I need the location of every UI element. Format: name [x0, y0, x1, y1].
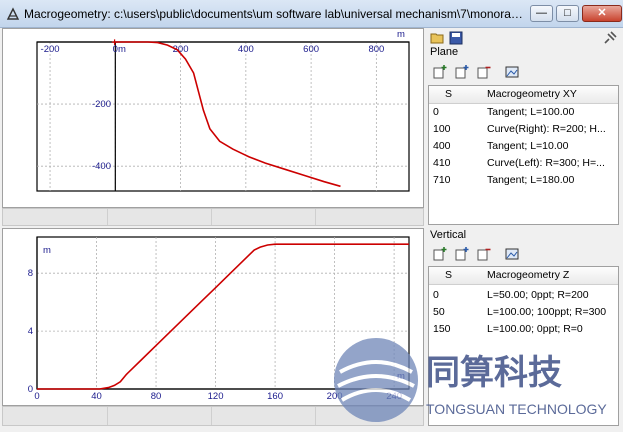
row-s: 410 [433, 157, 451, 169]
delete-element-icon[interactable] [476, 246, 492, 262]
x-tick-label: 120 [208, 391, 224, 402]
row-s: 400 [433, 140, 451, 152]
plot-frame [36, 236, 410, 390]
row-desc: L=100.00; 100ppt; R=300 [487, 306, 607, 318]
plane-status-strip [2, 208, 424, 226]
row-desc: L=50.00; 0ppt; R=200 [487, 289, 589, 301]
delete-element-icon[interactable] [476, 64, 492, 80]
row-s: 100 [433, 123, 451, 135]
window-title: Macrogeometry: c:\users\public\documents… [24, 7, 524, 21]
y-unit-label: m [43, 245, 51, 256]
x-tick-label: 800 [368, 44, 384, 55]
x-tick-label: 0 [113, 44, 118, 55]
plane-table[interactable]: S Macrogeometry XY 0 Tangent; L=100.00 1… [428, 85, 619, 225]
picture-icon[interactable] [504, 246, 520, 262]
watermark-logo: 同算科技 TONGSUAN TECHNOLOGY [334, 338, 607, 422]
x-tick-label: 160 [267, 391, 283, 402]
row-s: 50 [433, 306, 445, 318]
watermark-english: TONGSUAN TECHNOLOGY [426, 401, 607, 417]
plane-table-header: S Macrogeometry XY [429, 86, 618, 104]
close-icon: ✕ [597, 7, 607, 19]
x-tick-label: 400 [238, 44, 254, 55]
side-panel: Plane S Macrogeometry XY 0 Tangent; L=10… [426, 28, 621, 428]
watermark-chinese: 同算科技 [426, 353, 562, 393]
strip-divider [107, 407, 108, 425]
x-tick-label: -200 [41, 44, 60, 55]
plane-section-label: Plane [430, 46, 459, 58]
y-tick-label: 4 [28, 326, 33, 337]
table-row[interactable]: 0 Tangent; L=100.00 [429, 104, 618, 121]
vertical-table[interactable]: S Macrogeometry Z 0 L=50.00; 0ppt; R=200… [428, 266, 619, 426]
x-tick-label: 0 [34, 391, 39, 402]
file-toolbar [428, 30, 618, 48]
table-row[interactable]: 710 Tangent; L=180.00 [429, 172, 618, 189]
minimize-icon: — [536, 7, 547, 19]
maximize-icon: □ [564, 7, 571, 19]
x-unit-label: m [397, 29, 405, 40]
series-line [115, 41, 341, 188]
column-header-macrogeometry-xy[interactable]: Macrogeometry XY [487, 88, 577, 100]
row-desc: Tangent; L=100.00 [487, 106, 575, 118]
column-header-s[interactable]: S [445, 88, 453, 100]
strip-divider [315, 407, 316, 425]
start-marker: + [111, 37, 117, 49]
y-tick-label: -400 [92, 161, 111, 172]
row-s: 710 [433, 174, 451, 186]
row-desc: Tangent; L=10.00 [487, 140, 569, 152]
save-icon[interactable] [448, 30, 464, 46]
x-tick-label: 200 [327, 391, 343, 402]
insert-element-icon[interactable] [454, 64, 470, 80]
title-bar: Macrogeometry: c:\users\public\documents… [0, 0, 623, 28]
close-button[interactable]: ✕ [582, 5, 622, 22]
table-row[interactable]: 0 L=50.00; 0ppt; R=200 [429, 287, 618, 304]
row-s: 0 [433, 289, 439, 301]
row-desc: Tangent; L=180.00 [487, 174, 575, 186]
row-s: 150 [433, 323, 451, 335]
y-tick-label: 8 [28, 268, 33, 279]
y-tick-label: 0 [28, 384, 33, 395]
table-row[interactable]: 150 L=100.00; 0ppt; R=0 [429, 321, 618, 338]
open-folder-icon[interactable] [430, 30, 446, 46]
x-tick-label: 600 [303, 44, 319, 55]
table-row[interactable]: 100 Curve(Right): R=200; H... [429, 121, 618, 138]
plane-toolbar [430, 64, 550, 82]
x-tick-label: 80 [151, 391, 162, 402]
row-desc: L=100.00; 0ppt; R=0 [487, 323, 583, 335]
strip-divider [211, 407, 212, 425]
table-row[interactable]: 400 Tangent; L=10.00 [429, 138, 618, 155]
x-tick-label: 40 [91, 391, 102, 402]
strip-divider [211, 209, 212, 225]
y-tick-label: -200 [92, 99, 111, 110]
vertical-chart: 04080120160200240840mm [28, 236, 410, 402]
maximize-button[interactable]: □ [556, 5, 579, 22]
y-unit-label: m [118, 44, 126, 55]
vertical-table-header: S Macrogeometry Z [429, 267, 618, 285]
insert-element-icon[interactable] [454, 246, 470, 262]
row-s: 0 [433, 106, 439, 118]
series-line [37, 243, 409, 390]
table-row[interactable]: 50 L=100.00; 100ppt; R=300 [429, 304, 618, 321]
vertical-section-label: Vertical [430, 229, 467, 241]
minimize-button[interactable]: — [530, 5, 553, 22]
strip-divider [107, 209, 108, 225]
picture-icon[interactable] [504, 64, 520, 80]
plane-plot[interactable]: -200 0 200 400 600 800 -200 -400 m m + [2, 28, 424, 208]
vertical-status-strip [2, 406, 424, 426]
table-row[interactable]: 410 Curve(Left): R=300; H=... [429, 155, 618, 172]
column-header-s[interactable]: S [445, 269, 453, 281]
row-desc: Curve(Right): R=200; H... [487, 123, 606, 135]
row-desc: Curve(Left): R=300; H=... [487, 157, 605, 169]
column-header-macrogeometry-z[interactable]: Macrogeometry Z [487, 269, 570, 281]
x-tick-label: 200 [173, 44, 189, 55]
vertical-plot[interactable]: 04080120160200240840mm [2, 228, 424, 406]
add-element-icon[interactable] [432, 64, 448, 80]
add-element-icon[interactable] [432, 246, 448, 262]
pin-icon[interactable] [602, 30, 618, 46]
vertical-toolbar [430, 246, 550, 264]
strip-divider [315, 209, 316, 225]
app-icon [6, 7, 20, 20]
